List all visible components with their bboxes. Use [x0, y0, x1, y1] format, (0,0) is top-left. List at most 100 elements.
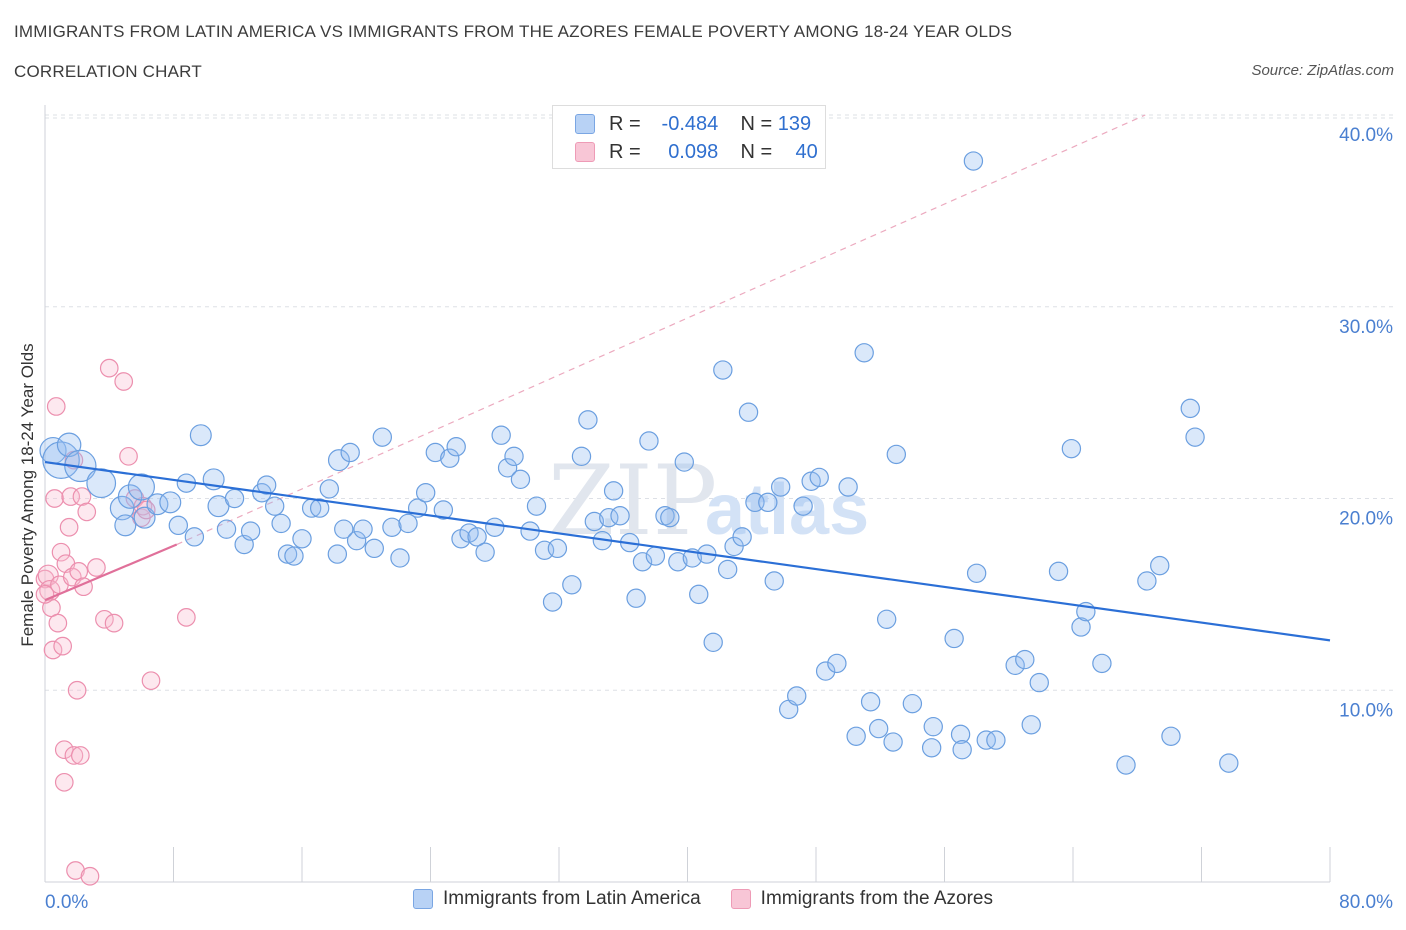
data-point-latin-america	[497, 458, 518, 478]
data-point-latin-america	[415, 483, 436, 503]
data-point-azores	[46, 397, 66, 416]
legend-label-azores: Immigrants from the Azores	[760, 888, 993, 909]
trend-lines	[44, 460, 1331, 642]
data-point-latin-america	[603, 481, 624, 501]
data-point-latin-america	[674, 452, 694, 472]
data-point-azores	[77, 502, 97, 522]
data-point-azores	[95, 609, 114, 629]
data-point-latin-america	[1092, 653, 1112, 674]
data-point-latin-america	[1048, 561, 1069, 582]
data-point-latin-america	[738, 402, 759, 422]
data-point-azores	[104, 613, 124, 633]
data-point-latin-america	[921, 738, 942, 758]
data-point-latin-america	[610, 506, 630, 526]
data-point-azores	[177, 608, 196, 627]
data-point-latin-america	[787, 686, 807, 706]
y-tick-label: 10.0%	[1339, 700, 1393, 721]
data-point-latin-america	[168, 515, 189, 536]
data-point-latin-america	[645, 546, 666, 566]
data-point-latin-america	[950, 724, 971, 745]
trend-line-azores	[44, 543, 178, 602]
data-point-latin-america	[372, 427, 393, 447]
data-point-latin-america	[309, 498, 330, 518]
data-point-latin-america	[398, 513, 418, 534]
data-point-latin-america	[159, 491, 182, 514]
data-point-azores	[70, 746, 90, 765]
data-point-latin-america	[1021, 715, 1041, 735]
data-point-latin-america	[340, 442, 360, 463]
data-point-azores	[54, 772, 74, 792]
data-point-azores	[99, 358, 119, 378]
data-point-azores	[80, 866, 100, 886]
data-point-latin-america	[117, 484, 143, 509]
series-legend: Immigrants from Latin America Immigrants…	[0, 888, 1406, 910]
data-point-latin-america	[346, 530, 367, 551]
data-point-latin-america	[485, 517, 505, 537]
r-value-azores: 0.098	[668, 140, 719, 163]
data-point-latin-america	[868, 718, 889, 739]
data-point-latin-america	[660, 507, 680, 528]
data-point-latin-america	[626, 588, 646, 608]
data-point-latin-america	[854, 343, 874, 363]
legend-item-azores: Immigrants from the Azores	[730, 888, 993, 910]
data-point-latin-america	[547, 538, 568, 559]
x-tick-label-min: 0.0%	[45, 892, 88, 913]
data-point-latin-america	[1005, 655, 1025, 676]
data-point-azores	[64, 746, 84, 765]
data-point-latin-america	[1137, 571, 1157, 591]
legend-stats-azores: R = 0.098 N = 40	[609, 140, 818, 163]
data-point-latin-america	[440, 448, 460, 468]
n-value-latin-america: 139	[777, 112, 812, 135]
data-point-azores	[114, 372, 134, 391]
reference-line	[176, 114, 1146, 546]
x-tick-label-max: 80.0%	[1339, 892, 1393, 913]
data-point-latin-america	[189, 424, 212, 447]
data-point-latin-america	[475, 542, 495, 562]
trend-line-latin-america	[44, 460, 1331, 642]
data-point-latin-america	[334, 519, 354, 539]
source-label: Source: ZipAtlas.com	[1251, 62, 1394, 79]
legend-swatch-pink	[575, 142, 595, 162]
data-point-azores	[59, 517, 79, 537]
correlation-legend: R = -0.484 N = 139 R = 0.098 N = 40	[552, 105, 826, 169]
data-point-latin-america	[114, 514, 137, 537]
data-point-latin-america	[224, 488, 245, 509]
data-point-latin-america	[1219, 753, 1239, 773]
data-point-latin-america	[838, 477, 858, 497]
y-tick-label: 20.0%	[1339, 509, 1393, 530]
data-point-latin-america	[668, 552, 688, 572]
data-point-latin-america	[827, 653, 847, 674]
data-point-latin-america	[1150, 555, 1170, 576]
data-point-latin-america	[271, 513, 291, 534]
data-point-latin-america	[292, 529, 312, 549]
data-point-latin-america	[809, 467, 829, 488]
data-point-latin-america	[584, 511, 605, 532]
data-point-latin-america	[433, 500, 454, 520]
data-point-latin-america	[876, 609, 897, 630]
data-point-latin-america	[1116, 755, 1136, 775]
data-point-latin-america	[284, 546, 304, 566]
data-point-latin-america	[504, 446, 524, 467]
chart-title: IMMIGRANTS FROM LATIN AMERICA VS IMMIGRA…	[14, 22, 1013, 41]
data-point-azores	[67, 680, 87, 700]
data-point-latin-america	[1185, 427, 1205, 447]
data-point-latin-america	[256, 475, 277, 495]
data-point-latin-america	[1061, 438, 1082, 459]
data-point-latin-america	[986, 730, 1006, 750]
data-point-latin-america	[571, 446, 592, 467]
data-point-latin-america	[467, 527, 487, 547]
data-point-latin-america	[240, 521, 261, 541]
axes	[44, 105, 1331, 883]
data-point-latin-america	[446, 437, 466, 457]
legend-swatch-blue	[575, 114, 595, 134]
data-point-latin-america	[216, 519, 237, 539]
data-point-azores	[37, 564, 59, 586]
r-value-latin-america: -0.484	[661, 112, 719, 135]
data-point-latin-america	[815, 661, 836, 681]
legend-stats-latin-america: R = -0.484 N = 139	[609, 112, 812, 135]
data-point-azores	[87, 558, 106, 577]
data-point-latin-america	[184, 527, 205, 547]
data-point-latin-america	[886, 444, 907, 465]
data-point-azores	[141, 671, 161, 691]
